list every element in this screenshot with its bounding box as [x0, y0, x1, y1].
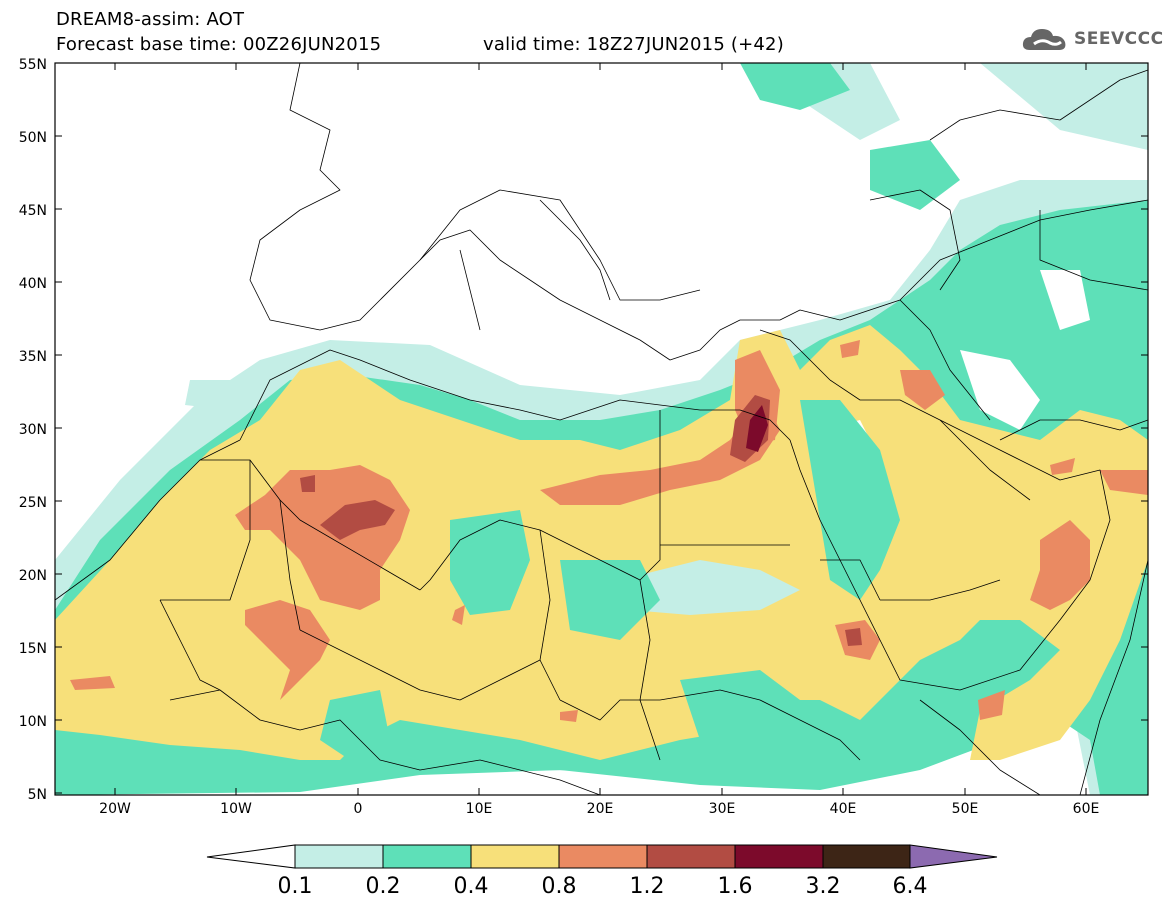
lon-label: 30E [709, 801, 736, 817]
map-frame [54, 62, 1149, 796]
logo-text: SEEVCCC [1074, 29, 1164, 49]
lon-label: 20E [587, 801, 614, 817]
lat-label: 55N [19, 57, 47, 73]
seevccc-logo: SEEVCCC [1020, 24, 1164, 54]
lat-label: 10N [19, 714, 47, 730]
cloud-icon [1022, 29, 1066, 50]
title-line-1: DREAM8-assim: AOT [56, 9, 245, 30]
valid-time: valid time: 18Z27JUN2015 (+42) [483, 34, 784, 55]
colorbar-label: 3.2 [806, 874, 841, 899]
lat-label: 45N [19, 203, 47, 219]
lon-label: 50E [952, 801, 979, 817]
colorbar-bin [822, 844, 911, 869]
lon-label: 40E [830, 801, 857, 817]
lon-label: 20W [99, 801, 131, 817]
lon-label: 0 [354, 801, 363, 817]
lat-axis [55, 62, 1148, 794]
lon-axis [114, 63, 1087, 795]
colorbar-label: 0.2 [366, 874, 401, 899]
lat-label: 15N [19, 641, 47, 657]
lat-label: 25N [19, 495, 47, 511]
lon-label: 10W [220, 801, 252, 817]
lat-label: 30N [19, 422, 47, 438]
lat-label: 40N [19, 276, 47, 292]
colorbar-bin [734, 844, 824, 869]
lat-label: 35N [19, 349, 47, 365]
colorbar-bin [558, 844, 648, 869]
title-line-2: Forecast base time: 00Z26JUN2015 [56, 34, 382, 55]
lon-label: 10E [466, 801, 493, 817]
lat-label: 20N [19, 568, 47, 584]
lat-label: 5N [28, 787, 47, 803]
colorbar-bin [470, 844, 560, 869]
colorbar-under-arrow [206, 844, 296, 869]
colorbar-label: 0.8 [542, 874, 577, 899]
aot-field [55, 63, 1148, 795]
colorbar-label: 1.6 [718, 874, 753, 899]
colorbar-over-arrow [909, 844, 998, 869]
lat-label: 50N [19, 130, 47, 146]
colorbar-label: 0.4 [454, 874, 489, 899]
colorbar-bin [646, 844, 736, 869]
colorbar-label: 0.1 [278, 874, 313, 899]
lon-label: 60E [1073, 801, 1100, 817]
colorbar-bin [294, 844, 384, 869]
colorbar-label: 1.2 [630, 874, 665, 899]
colorbar [206, 844, 998, 869]
colorbar-bin [382, 844, 472, 869]
colorbar-label: 6.4 [893, 874, 928, 899]
